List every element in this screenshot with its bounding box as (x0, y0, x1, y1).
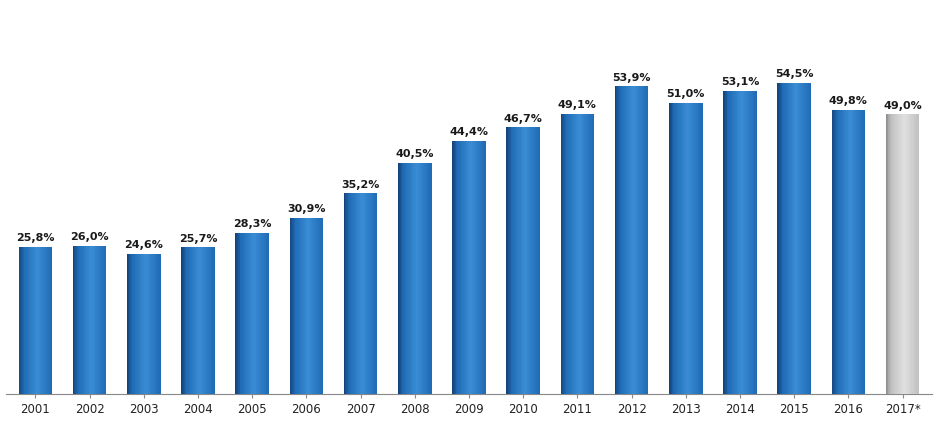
Text: 30,9%: 30,9% (287, 204, 325, 214)
Text: 25,7%: 25,7% (179, 234, 218, 244)
Text: 53,1%: 53,1% (720, 77, 759, 87)
Text: 28,3%: 28,3% (233, 219, 271, 229)
Text: 51,0%: 51,0% (667, 89, 705, 99)
Text: 24,6%: 24,6% (125, 240, 163, 250)
Text: 25,8%: 25,8% (16, 233, 54, 243)
Text: 26,0%: 26,0% (70, 232, 109, 242)
Text: 35,2%: 35,2% (341, 180, 380, 190)
Text: 44,4%: 44,4% (449, 127, 489, 137)
Text: 40,5%: 40,5% (396, 149, 434, 160)
Text: 46,7%: 46,7% (504, 114, 543, 124)
Text: 53,9%: 53,9% (613, 73, 651, 83)
Text: 49,1%: 49,1% (558, 100, 597, 110)
Text: 49,0%: 49,0% (884, 101, 922, 111)
Text: 54,5%: 54,5% (775, 69, 813, 79)
Text: 49,8%: 49,8% (829, 96, 868, 106)
